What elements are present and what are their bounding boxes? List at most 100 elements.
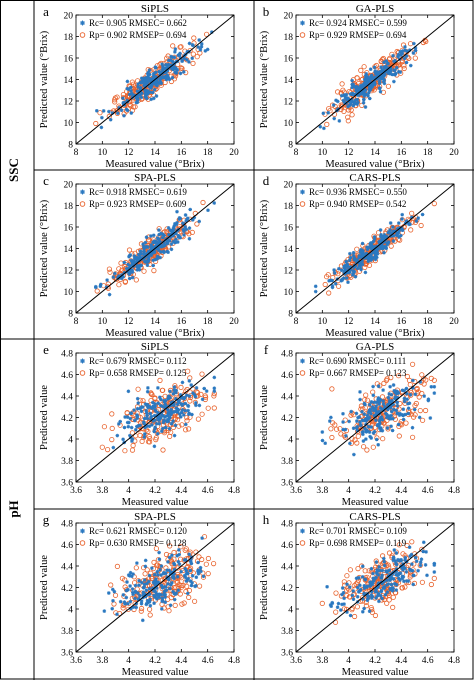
calibration-point [177, 234, 181, 238]
calibration-point [364, 437, 368, 441]
calibration-point [138, 249, 143, 253]
calibration-point [407, 545, 412, 549]
calibration-point [329, 415, 333, 420]
calibration-point [368, 78, 372, 82]
y-tick-label: 3.8 [61, 627, 73, 637]
prediction-point [152, 395, 158, 401]
x-tick-label: 8 [74, 148, 79, 158]
calibration-point [413, 555, 418, 560]
calibration-point [384, 64, 388, 69]
calibration-point [143, 89, 148, 93]
calibration-point [414, 219, 419, 223]
calibration-point [380, 581, 384, 586]
calibration-point [381, 79, 386, 84]
calibration-point [378, 89, 383, 94]
prediction-point [165, 596, 171, 602]
prediction-point [183, 546, 189, 552]
calibration-point [351, 254, 356, 258]
calibration-point [173, 222, 177, 226]
prediction-point [407, 41, 414, 47]
calibration-point [188, 579, 193, 583]
prediction-point [388, 374, 394, 381]
prediction-point [381, 380, 387, 386]
calibration-point [165, 419, 169, 424]
x-tick-label: 3.6 [290, 656, 302, 666]
calibration-point [409, 552, 414, 557]
x-axis-label: Measured value [122, 497, 189, 508]
calibration-point [403, 556, 408, 560]
calibration-point [362, 401, 367, 406]
calibration-point [323, 441, 327, 445]
calibration-point [199, 45, 204, 49]
calibration-point [194, 575, 199, 579]
calibration-point [372, 400, 376, 405]
calibration-point [168, 228, 173, 233]
y-axis-label: Predicted value [39, 555, 50, 620]
y-tick-label: 3.8 [61, 457, 73, 467]
calibration-point [200, 397, 205, 402]
x-tick-label: 14 [370, 317, 380, 327]
calibration-point [374, 410, 379, 414]
calibration-point [203, 49, 208, 53]
calibration-point [121, 593, 126, 597]
calibration-point [378, 397, 383, 402]
calibration-point [168, 63, 173, 68]
calibration-point [330, 284, 335, 288]
prediction-point [418, 222, 424, 229]
panel-letter: g [43, 512, 50, 527]
calibration-point [382, 81, 387, 86]
prediction-point [97, 110, 103, 116]
calibration-point [372, 430, 377, 434]
prediction-point [348, 107, 354, 113]
calibration-point [374, 437, 379, 442]
calibration-point [145, 96, 149, 101]
calibration-point [362, 412, 367, 417]
prediction-point [137, 432, 143, 438]
calibration-point [95, 109, 99, 113]
calibration-point [421, 549, 425, 554]
calibration-point [366, 76, 370, 80]
calibration-point [142, 435, 147, 439]
calibration-point [128, 264, 132, 268]
calibration-point [359, 83, 363, 88]
calibration-point [391, 383, 396, 387]
x-tick-label: 4.2 [149, 486, 161, 496]
calibration-point [375, 568, 379, 572]
calibration-point [153, 418, 157, 422]
prediction-point [211, 393, 217, 399]
calibration-point [205, 47, 210, 52]
calibration-point [406, 401, 410, 406]
calibration-point [194, 584, 198, 588]
calibration-point [148, 77, 152, 81]
calibration-point [111, 275, 116, 279]
calibration-point [347, 258, 352, 263]
calibration-point [202, 386, 206, 391]
calibration-point [153, 80, 158, 84]
calibration-point [160, 235, 165, 240]
calibration-point [125, 415, 130, 419]
prediction-point [190, 51, 196, 57]
calibration-point [391, 558, 396, 563]
calibration-point [150, 78, 155, 82]
calibration-point [389, 392, 394, 397]
calibration-point [357, 255, 361, 260]
prediction-point [153, 545, 159, 552]
calibration-point [134, 260, 139, 265]
calibration-point [198, 565, 203, 570]
calibration-point [320, 438, 325, 443]
calibration-point [343, 96, 348, 100]
calibration-point [117, 422, 121, 426]
calibration-point [147, 79, 152, 83]
prediction-point [161, 430, 168, 436]
calibration-point [320, 430, 325, 434]
y-tick-label: 4.6 [281, 541, 293, 551]
calibration-point [348, 585, 352, 589]
y-tick-label: 20 [64, 11, 74, 21]
calibration-point [348, 441, 352, 446]
calibration-point [182, 573, 187, 578]
calibration-point [149, 246, 154, 251]
calibration-point [166, 250, 170, 254]
calibration-point [164, 404, 169, 409]
